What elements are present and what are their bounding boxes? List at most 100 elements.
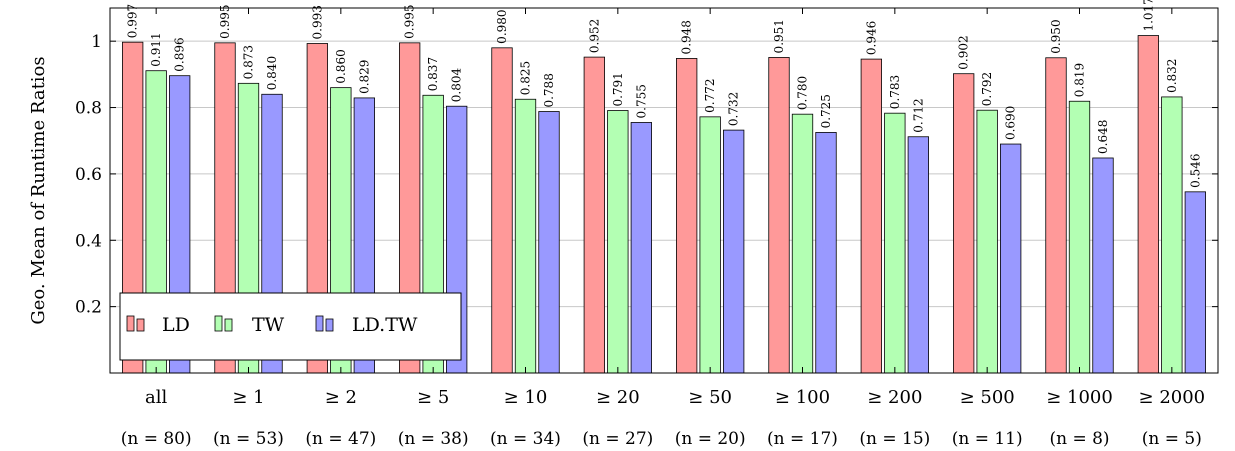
x-category-label: ≥ 1 [232, 387, 264, 408]
data-label: 0.950 [1049, 19, 1063, 53]
data-label: 0.732 [727, 92, 741, 126]
x-count-label: (n = 17) [767, 429, 838, 449]
data-label: 1.017 [1141, 0, 1155, 32]
data-label: 0.997 [126, 4, 140, 38]
x-category-label: ≥ 2000 [1139, 387, 1206, 408]
x-category-label: ≥ 5 [417, 387, 449, 408]
axis-ticks [110, 8, 1218, 373]
x-count-label: (n = 15) [859, 429, 930, 449]
y-tick-label: 0.4 [75, 231, 102, 251]
x-category-label: ≥ 500 [960, 387, 1015, 408]
legend-label: LD [162, 314, 190, 336]
y-tick-label: 1 [91, 32, 102, 52]
x-count-label: (n = 11) [952, 429, 1023, 449]
x-count-label: (n = 8) [1049, 429, 1109, 449]
legend-swatch [315, 315, 324, 332]
bar-ld [676, 58, 698, 374]
x-count-labels: (n = 80) (n = 53) (n = 47) (n = 38) (n = 34)… [121, 429, 1202, 449]
x-count-label: (n = 20) [675, 429, 746, 449]
data-label: 0.995 [218, 4, 232, 38]
bar-tw [976, 109, 998, 374]
bar-ld-tw [1000, 143, 1022, 374]
bar-tw [791, 113, 814, 374]
y-tick-label: 0.8 [75, 99, 102, 119]
legend-swatch [126, 315, 135, 332]
data-label: 0.792 [980, 72, 994, 106]
legend-swatch [224, 318, 233, 332]
x-category-label: all [145, 387, 167, 408]
data-label: 0.840 [265, 56, 279, 90]
data-label: 0.819 [1073, 63, 1087, 97]
x-count-label: (n = 27) [582, 429, 653, 449]
data-label: 0.946 [864, 21, 878, 55]
x-count-label: (n = 5) [1142, 429, 1202, 449]
y-tick-label: 0.6 [75, 165, 102, 185]
x-category-label: ≥ 20 [596, 387, 640, 408]
data-label: 0.896 [173, 37, 187, 71]
data-label: 0.911 [149, 32, 163, 66]
bar-ld [860, 58, 882, 374]
data-label: 0.780 [796, 76, 810, 110]
legend-swatch [325, 318, 334, 332]
data-label: 0.725 [819, 94, 833, 128]
data-label: 0.791 [611, 72, 625, 106]
data-label: 0.995 [403, 4, 417, 38]
bar-ld [768, 57, 790, 374]
data-label: 0.860 [334, 49, 348, 83]
bar-tw [1068, 100, 1091, 374]
x-category-label: ≥ 200 [867, 387, 922, 408]
bar-tw [699, 116, 721, 374]
data-label: 0.825 [519, 61, 533, 95]
y-tick-label: 0.2 [75, 298, 102, 318]
data-label: 0.952 [587, 19, 601, 53]
legend: LD TW LD.TW [119, 292, 462, 361]
bar-tw [514, 98, 537, 374]
legend-label: LD.TW [352, 314, 418, 336]
data-label: 0.788 [542, 73, 556, 107]
bar-ld [953, 73, 975, 374]
y-tick-labels: 0.2 0.4 0.6 0.8 1 [75, 32, 102, 317]
grid-lines [110, 40, 1218, 308]
legend-swatch [136, 318, 145, 332]
bar-ld-tw [538, 111, 560, 374]
data-labels: 0.997 0.911 0.896 0.995 0.873 0.840 0.993 0.860… [126, 0, 1203, 188]
x-category-label: ≥ 50 [688, 387, 732, 408]
bar-ld [1137, 35, 1159, 374]
bar-ld-tw [723, 129, 745, 374]
legend-swatch [214, 315, 223, 332]
x-count-label: (n = 47) [305, 429, 376, 449]
plot-frame [109, 7, 1219, 374]
bar-ld-tw [630, 122, 652, 374]
data-label: 0.829 [357, 60, 371, 94]
data-label: 0.546 [1188, 153, 1202, 187]
data-label: 0.804 [450, 67, 464, 102]
data-label: 0.993 [310, 5, 324, 39]
bar-ld [583, 56, 605, 374]
bar-ld-tw [1184, 191, 1206, 374]
legend-box [119, 292, 462, 361]
x-category-labels: all ≥ 1 ≥ 2 ≥ 5 ≥ 10 ≥ 20 ≥ 50 ≥ 100 ≥ 200 ≥ 500 ≥… [145, 387, 1205, 408]
bar-tw [607, 110, 629, 374]
data-label: 0.948 [680, 20, 694, 54]
y-axis-title: Geo. Mean of Runtime Ratios [28, 56, 49, 324]
x-count-label: (n = 38) [398, 429, 469, 449]
x-category-label: ≥ 2 [325, 387, 357, 408]
bar-tw [1161, 96, 1183, 374]
data-label: 0.712 [911, 98, 925, 132]
x-count-label: (n = 34) [490, 429, 561, 449]
x-count-label: (n = 53) [213, 429, 284, 449]
x-count-label: (n = 80) [121, 429, 192, 449]
data-label: 0.980 [495, 9, 509, 43]
x-category-label: ≥ 1000 [1046, 387, 1113, 408]
data-label: 0.832 [1165, 59, 1179, 93]
data-label: 0.837 [426, 57, 440, 91]
legend-label: TW [252, 314, 285, 336]
data-label: 0.951 [772, 19, 786, 53]
x-category-label: ≥ 10 [504, 387, 548, 408]
bar-ld-tw [815, 132, 837, 374]
data-label: 0.648 [1096, 120, 1110, 154]
bar-ld-tw [1092, 157, 1114, 374]
data-label: 0.772 [703, 78, 717, 112]
bar-ld [1045, 57, 1067, 374]
